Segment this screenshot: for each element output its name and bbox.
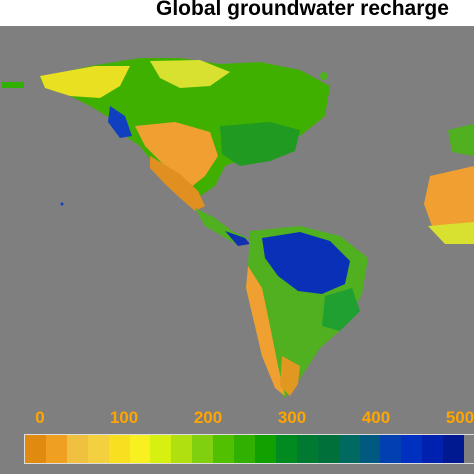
north-america-alaska-yellow — [40, 66, 130, 98]
colorbar-swatch — [192, 435, 214, 463]
colorbar-labels: 0 100 200 300 400 500 — [0, 408, 474, 430]
colorbar-swatch — [25, 435, 46, 463]
colorbar-swatch — [359, 435, 381, 463]
patagonia-dry — [280, 356, 300, 396]
amazon-basin-blue — [262, 232, 350, 294]
colorbar-swatch — [45, 435, 67, 463]
north-america-north-yellow — [150, 60, 230, 88]
colorbar-swatch — [380, 435, 402, 463]
east-brazil-green — [322, 288, 360, 331]
north-america-region — [40, 58, 330, 211]
colorbar-tick-label: 400 — [361, 408, 391, 427]
colorbar-swatch — [213, 435, 235, 463]
map-panel — [0, 26, 474, 474]
africa-sahel-yellow — [428, 222, 474, 244]
colorbar-swatch — [443, 435, 465, 463]
colorbar-tick-label: 100 — [109, 408, 139, 427]
colorbar-swatch — [129, 435, 151, 463]
colorbar-tick-label: 200 — [193, 408, 223, 427]
western-us-dry — [135, 122, 218, 188]
map-title: Global groundwater recharge — [156, 0, 449, 20]
colorbar-tick-label: 500 — [445, 408, 474, 427]
colorbar-swatch — [171, 435, 193, 463]
eastern-us-green — [220, 122, 300, 166]
colorbar-swatch — [66, 435, 88, 463]
colorbar-swatch — [401, 435, 423, 463]
colorbar — [24, 434, 474, 464]
africa-region — [424, 124, 474, 244]
colorbar-swatch — [317, 435, 339, 463]
colorbar-swatch — [150, 435, 172, 463]
colorbar-tick-label: 0 — [35, 408, 45, 427]
pacific-coast-blue — [108, 106, 132, 138]
colorbar-swatch — [234, 435, 255, 463]
central-america-blue — [225, 231, 250, 246]
hawaii-islands — [60, 202, 64, 206]
colorbar-swatch — [296, 435, 318, 463]
central-america-region — [195, 208, 250, 246]
aleutian-fragment — [2, 82, 24, 88]
world-map — [2, 58, 474, 398]
colorbar-swatch — [87, 435, 109, 463]
colorbar-swatch — [338, 435, 360, 463]
colorbar-tick-label: 300 — [277, 408, 307, 427]
south-america-region — [246, 226, 368, 398]
colorbar-swatch — [275, 435, 297, 463]
greenland-fragment — [320, 72, 328, 80]
europe-fragment — [448, 124, 474, 156]
africa-landmass — [424, 166, 474, 241]
andes-dry — [246, 266, 285, 396]
colorbar-swatch — [422, 435, 444, 463]
colorbar-swatch — [108, 435, 130, 463]
colorbar-swatch — [464, 435, 474, 463]
colorbar-swatch — [254, 435, 276, 463]
mexico-dry — [150, 156, 205, 211]
